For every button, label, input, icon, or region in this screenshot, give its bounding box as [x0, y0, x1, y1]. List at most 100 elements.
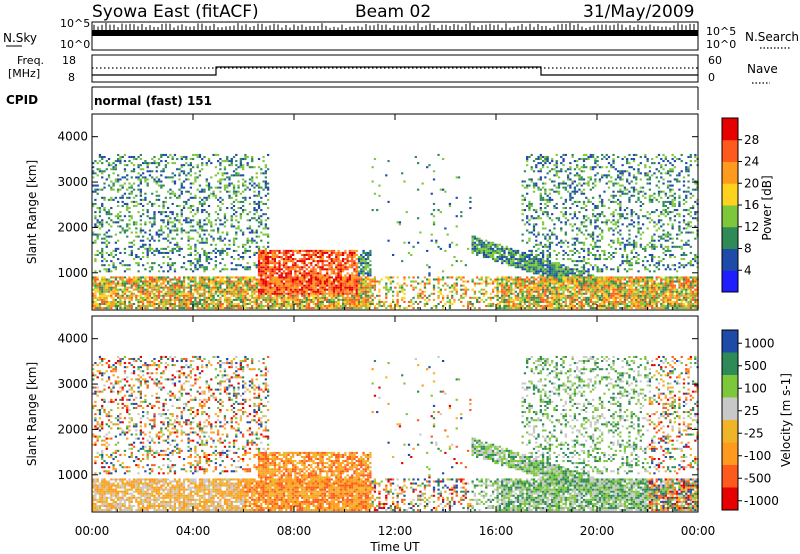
- power-cell: [269, 270, 272, 273]
- power-cell: [287, 292, 290, 295]
- power-cell: [248, 182, 252, 185]
- power-cell: [335, 284, 338, 287]
- power-cell: [553, 249, 556, 252]
- power-cell: [310, 258, 313, 261]
- power-cell: [105, 282, 108, 285]
- power-cell: [528, 268, 531, 271]
- power-cell: [548, 286, 552, 289]
- power-cell: [353, 305, 356, 308]
- power-cell: [246, 227, 249, 230]
- power-cell: [101, 253, 104, 257]
- power-cell: [146, 162, 149, 165]
- power-cell: [223, 186, 227, 189]
- power-cell: [421, 290, 424, 293]
- power-cell: [439, 211, 442, 214]
- power-cell: [501, 245, 504, 248]
- power-cell: [141, 284, 145, 287]
- power-cell: [194, 264, 197, 267]
- power-cell: [228, 284, 231, 287]
- power-cell: [537, 215, 540, 218]
- power-cell: [216, 282, 220, 285]
- power-cell: [171, 213, 174, 216]
- power-cell: [360, 288, 363, 291]
- power-cell: [514, 307, 517, 310]
- power-cell: [501, 249, 504, 252]
- power-cell: [321, 282, 324, 285]
- power-cell: [366, 264, 370, 267]
- power-cell: [107, 164, 111, 167]
- power-cell: [185, 217, 188, 220]
- power-cell: [466, 288, 470, 291]
- power-cell: [285, 286, 288, 289]
- power-cell: [301, 294, 304, 297]
- power-cell: [430, 307, 433, 310]
- power-cell: [294, 298, 297, 301]
- power-cell: [239, 307, 242, 310]
- power-cell: [189, 211, 192, 214]
- power-cell: [537, 258, 540, 261]
- power-cell: [182, 305, 186, 308]
- power-cell: [494, 251, 497, 254]
- power-cell: [360, 260, 363, 263]
- power-cell: [171, 278, 174, 281]
- power-cell: [332, 307, 336, 310]
- power-cell: [337, 253, 340, 257]
- power-cell: [203, 300, 206, 303]
- power-cell: [510, 262, 513, 265]
- power-cell: [153, 178, 156, 181]
- power-cell: [360, 290, 363, 293]
- power-cell: [355, 249, 358, 252]
- power-cell: [253, 300, 256, 303]
- power-cell: [223, 166, 227, 169]
- power-cell: [348, 278, 352, 281]
- power-cell: [303, 262, 306, 265]
- power-cell: [264, 292, 267, 295]
- power-cell: [516, 276, 520, 279]
- power-cell: [139, 202, 142, 205]
- power-cell: [239, 158, 242, 161]
- power-cell: [162, 276, 165, 279]
- power-cell: [126, 235, 129, 238]
- power-cell: [432, 286, 436, 289]
- power-cell: [201, 225, 204, 228]
- power-cell: [246, 219, 249, 222]
- power-cell: [519, 260, 522, 263]
- power-cell: [162, 256, 165, 259]
- power-cell: [480, 245, 483, 248]
- power-cell: [230, 162, 233, 165]
- power-cell: [510, 305, 513, 308]
- power-cell: [164, 294, 167, 297]
- power-cell: [364, 286, 367, 289]
- power-cell: [348, 266, 352, 269]
- power-cell: [546, 200, 549, 203]
- power-cell: [266, 192, 270, 195]
- power-cell: [114, 266, 117, 269]
- power-cell: [101, 158, 104, 161]
- power-cell: [407, 305, 411, 308]
- power-cell: [260, 282, 263, 285]
- power-cell: [532, 258, 536, 261]
- power-cell: [137, 288, 140, 291]
- power-cell: [123, 251, 127, 254]
- power-cell: [191, 300, 195, 303]
- power-cell: [187, 302, 190, 306]
- power-cell: [173, 292, 177, 295]
- power-cell: [469, 200, 472, 203]
- power-cell: [328, 288, 331, 291]
- power-cell: [107, 241, 111, 244]
- power-cell: [241, 178, 245, 181]
- power-cell: [239, 296, 242, 299]
- power-cell: [535, 282, 538, 285]
- power-cell: [219, 296, 222, 299]
- power-cell: [112, 168, 115, 171]
- power-cell: [364, 300, 367, 303]
- power-cell: [214, 174, 217, 177]
- power-cell: [312, 302, 315, 306]
- power-cell: [332, 258, 336, 261]
- power-cell: [537, 292, 540, 295]
- power-cell: [130, 284, 133, 287]
- power-cell: [141, 245, 145, 248]
- power-cell: [378, 280, 381, 283]
- power-cell: [357, 300, 361, 303]
- power-cell: [528, 270, 531, 273]
